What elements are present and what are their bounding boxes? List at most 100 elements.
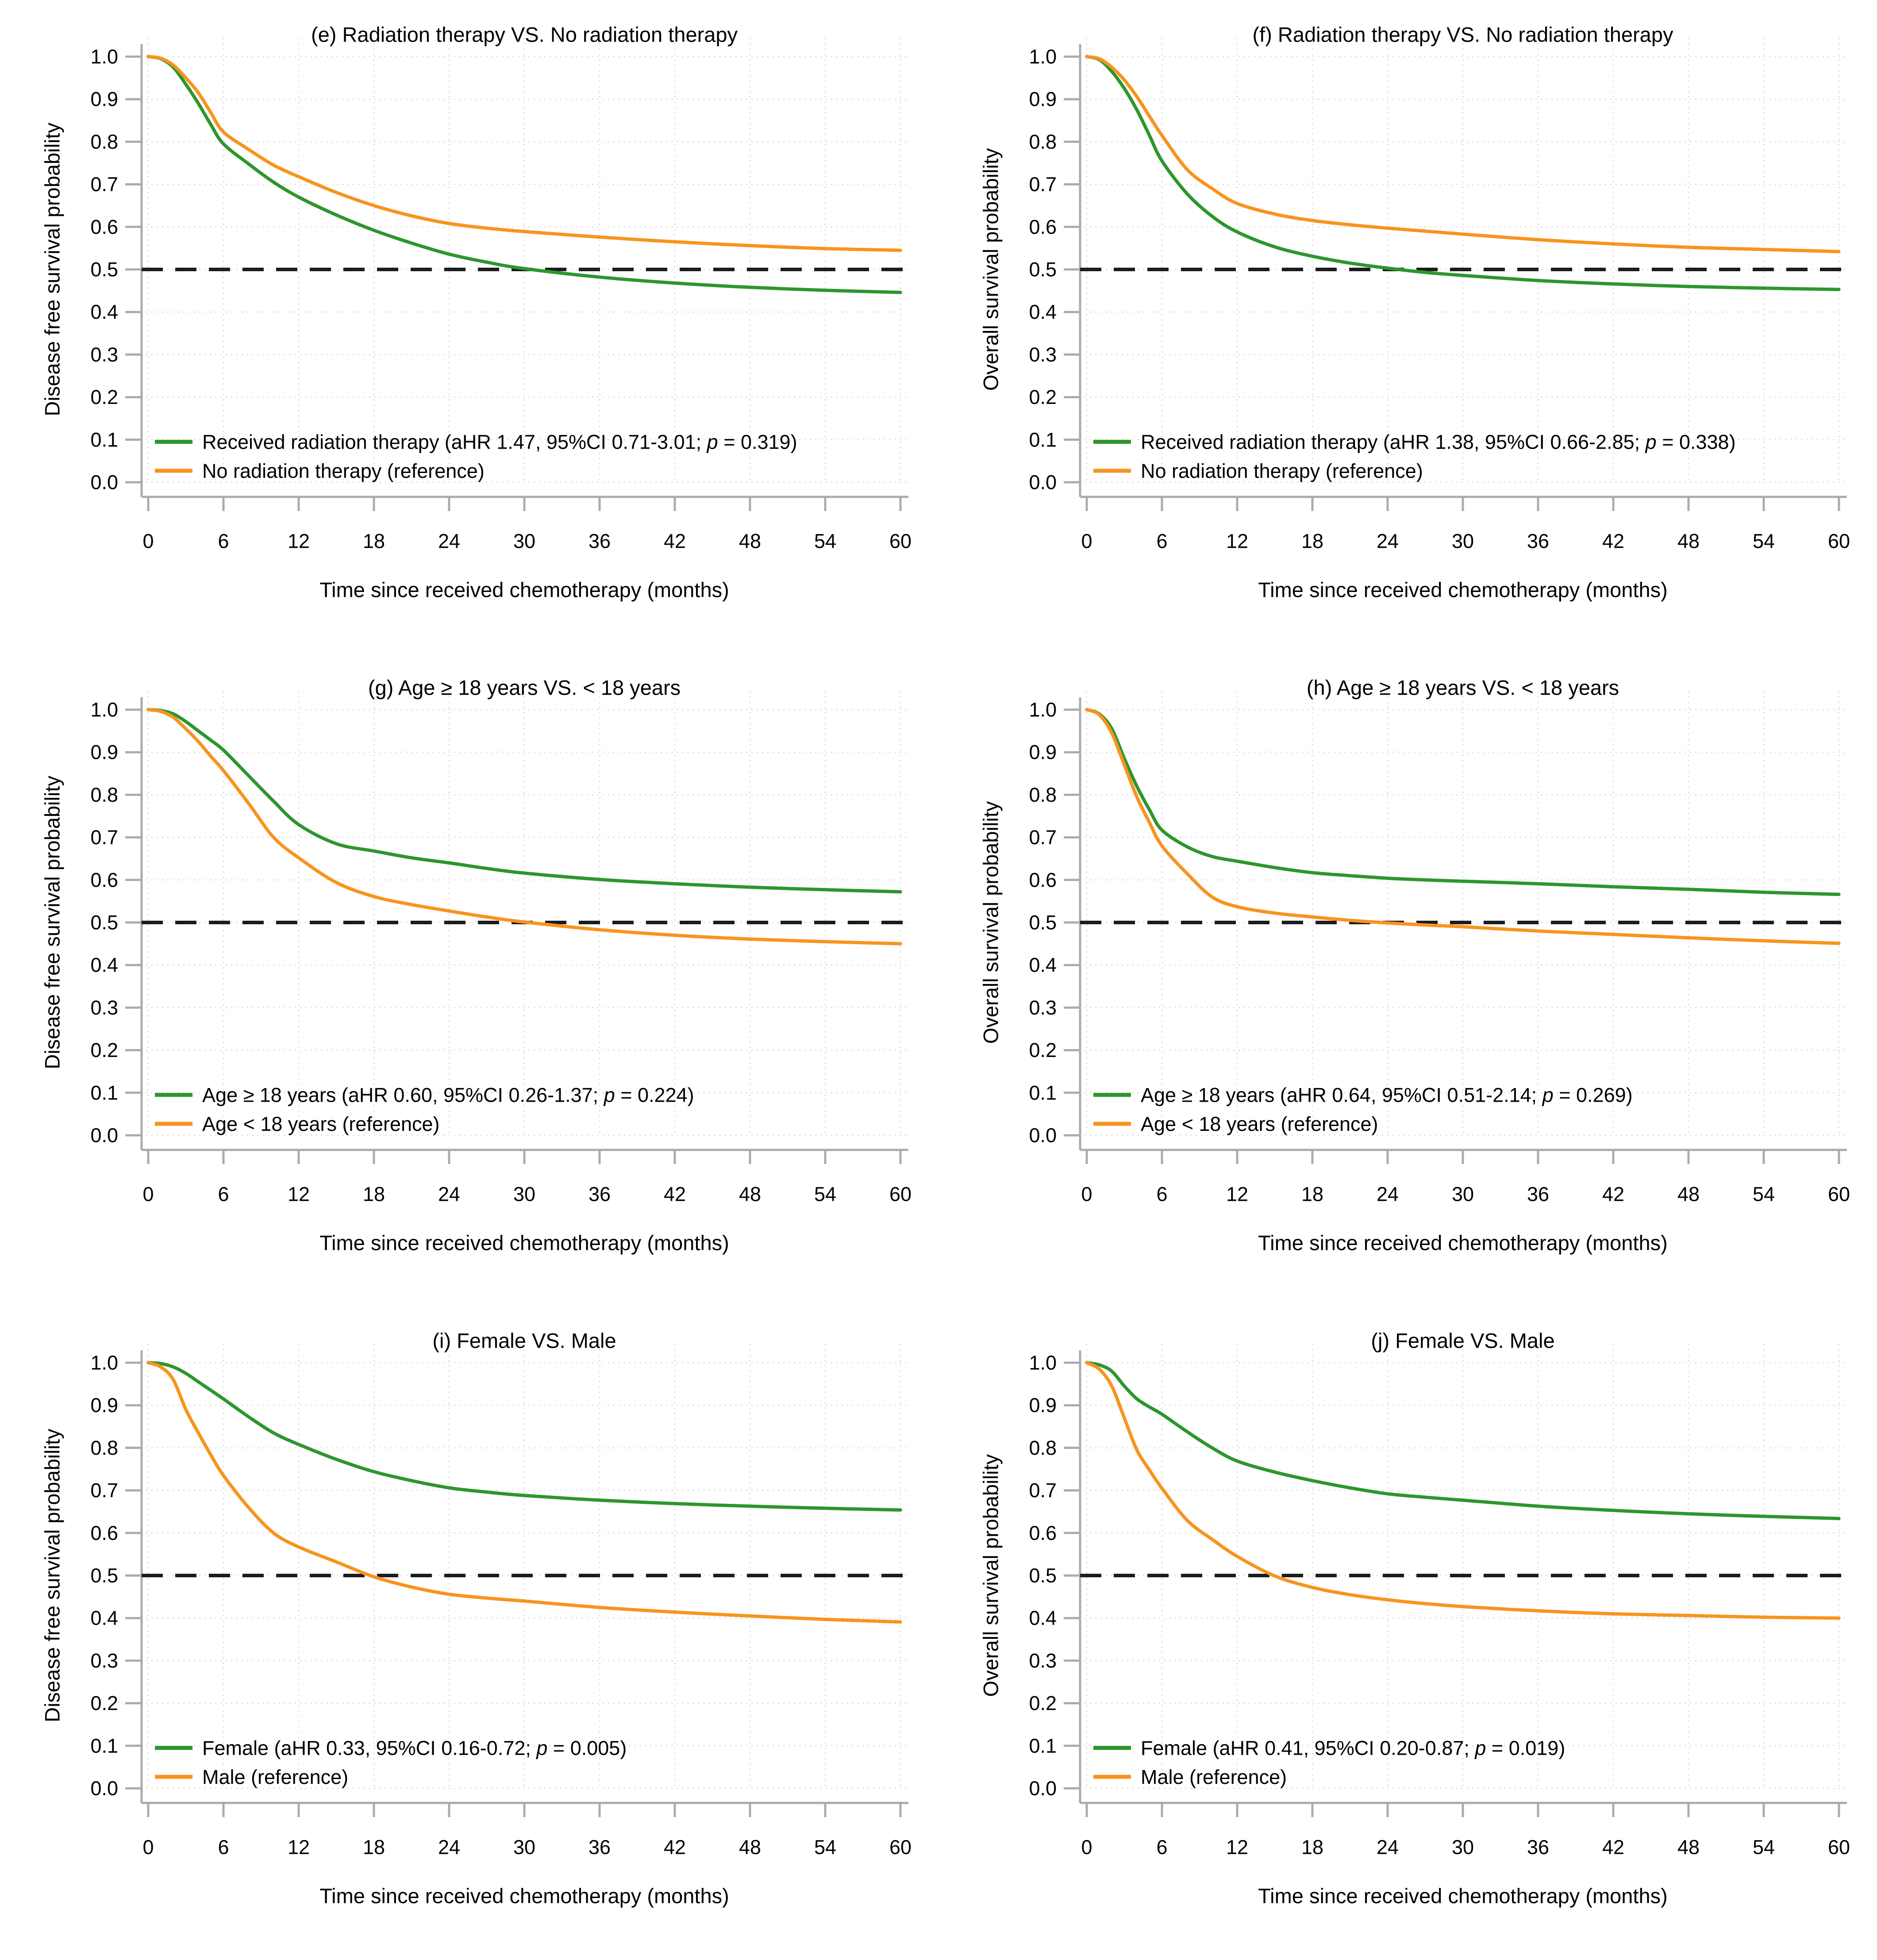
x-tick-label: 0 xyxy=(1081,1836,1092,1859)
y-tick-label: 0.9 xyxy=(90,1394,118,1417)
x-tick-label: 12 xyxy=(288,530,310,553)
x-tick-label: 60 xyxy=(1828,1836,1850,1859)
y-tick-label: 0.3 xyxy=(90,343,118,366)
x-tick-label: 12 xyxy=(1226,530,1248,553)
x-tick-label: 60 xyxy=(1828,1183,1850,1206)
y-tick-label: 1.0 xyxy=(1029,46,1057,68)
y-tick-label: 0.4 xyxy=(90,954,118,976)
y-axis-title: Disease free survival probability xyxy=(41,1429,64,1722)
x-tick-label: 30 xyxy=(513,530,535,553)
curve-orange-h xyxy=(1085,708,1841,945)
legend-text: Age ≥ 18 years (aHR 0.60, 95%CI 0.26-1.3… xyxy=(202,1084,604,1106)
x-tick-label: 18 xyxy=(363,1183,385,1206)
curve-green-f xyxy=(1085,55,1841,291)
chart-panel-e: 0.0 0.1 0.2 0.3 0.4 0.5 0.6 0.7 0.8 0.9 1.0 0 6 12 18 2… xyxy=(0,0,938,653)
curve-orange-g xyxy=(146,708,902,945)
chart-svg-i: 0.0 0.1 0.2 0.3 0.4 0.5 0.6 0.7 0.8 0.9 1.0 0 6 12 18 2… xyxy=(41,1329,913,1908)
x-axis-title: Time since received chemotherapy (months… xyxy=(319,578,729,602)
y-tick-label: 0.5 xyxy=(90,1564,118,1587)
chart-title: (j) Female VS. Male xyxy=(1371,1329,1554,1353)
x-axis-title: Time since received chemotherapy (months… xyxy=(1258,578,1668,602)
y-tick-label: 0.2 xyxy=(90,386,118,408)
x-tick-label: 36 xyxy=(588,530,611,553)
gridlines xyxy=(1085,691,1847,1136)
y-axis-title: Overall survival probability xyxy=(979,148,1003,391)
y-tick-label: 0.1 xyxy=(1029,428,1057,451)
y-tick-label: 0.7 xyxy=(1029,173,1057,196)
chart-svg-h: 0.0 0.1 0.2 0.3 0.4 0.5 0.6 0.7 0.8 0.9 1.0 0 6 12 18 2… xyxy=(979,676,1851,1255)
y-tick-label: 0.8 xyxy=(1029,784,1057,806)
x-axis-title: Time since received chemotherapy (months… xyxy=(319,1231,729,1255)
y-tick-label: 0.2 xyxy=(90,1692,118,1714)
gridlines xyxy=(1085,1344,1847,1789)
legend-label: Age ≥ 18 years (aHR 0.60, 95%CI 0.26-1.3… xyxy=(202,1084,694,1106)
y-tick-label: 0.7 xyxy=(90,826,118,849)
curve-green-j xyxy=(1085,1361,1841,1520)
x-tick-label: 24 xyxy=(1377,530,1399,553)
chart-title: (f) Radiation therapy VS. No radiation t… xyxy=(1253,23,1673,46)
x-tick-label: 30 xyxy=(513,1183,535,1206)
curve-orange-e xyxy=(146,55,902,252)
x-tick-label: 0 xyxy=(142,1836,154,1859)
x-tick-label: 42 xyxy=(664,530,686,553)
y-tick-label: 0.0 xyxy=(1029,1124,1057,1147)
y-tick-label: 0.0 xyxy=(1029,1777,1057,1800)
legend: Age ≥ 18 years (aHR 0.60, 95%CI 0.26-1.3… xyxy=(155,1084,694,1135)
y-tick-labels: 0.0 0.1 0.2 0.3 0.4 0.5 0.6 0.7 0.8 0.9 1.0 xyxy=(90,1352,118,1800)
y-axis-title: Overall survival probability xyxy=(979,1454,1003,1697)
y-tick-label: 0.4 xyxy=(1029,954,1057,976)
legend-text: Male (reference) xyxy=(1141,1766,1287,1788)
x-tick-label: 60 xyxy=(889,530,912,553)
curve-orange-i xyxy=(146,1361,902,1624)
y-tick-label: 0.5 xyxy=(1029,1564,1057,1587)
y-tick-label: 0.4 xyxy=(1029,1607,1057,1629)
y-tick-label: 0.6 xyxy=(1029,215,1057,238)
legend-text: Age < 18 years (reference) xyxy=(1141,1113,1378,1135)
y-tick-labels: 0.0 0.1 0.2 0.3 0.4 0.5 0.6 0.7 0.8 0.9 1.0 xyxy=(90,699,118,1147)
y-tick-label: 0.4 xyxy=(90,301,118,323)
legend-text: = 0.319) xyxy=(718,430,797,453)
legend: Age ≥ 18 years (aHR 0.64, 95%CI 0.51-2.1… xyxy=(1093,1084,1633,1135)
legend-label: Received radiation therapy (aHR 1.47, 95… xyxy=(202,430,797,453)
legend-text: Male (reference) xyxy=(202,1766,348,1788)
legend-label: Female (aHR 0.41, 95%CI 0.20-0.87; p = 0… xyxy=(1141,1737,1565,1759)
legend-label: Male (reference) xyxy=(1141,1766,1287,1788)
chart-svg-e: 0.0 0.1 0.2 0.3 0.4 0.5 0.6 0.7 0.8 0.9 1.0 0 6 12 18 2… xyxy=(41,23,913,602)
legend-p-symbol: p xyxy=(1645,430,1657,453)
x-tick-label: 54 xyxy=(1753,530,1775,553)
chart-title: (i) Female VS. Male xyxy=(432,1329,616,1353)
legend-text: Received radiation therapy (aHR 1.38, 95… xyxy=(1141,430,1646,453)
x-tick-label: 54 xyxy=(814,1183,836,1206)
x-tick-label: 18 xyxy=(1301,1183,1323,1206)
chart-panel-h: 0.0 0.1 0.2 0.3 0.4 0.5 0.6 0.7 0.8 0.9 1.0 0 6 12 18 2… xyxy=(938,653,1877,1306)
legend-label: Female (aHR 0.33, 95%CI 0.16-0.72; p = 0… xyxy=(202,1737,627,1759)
legend-p-symbol: p xyxy=(1474,1737,1486,1759)
chart-title: (h) Age ≥ 18 years VS. < 18 years xyxy=(1307,676,1619,699)
x-tick-label: 54 xyxy=(814,530,836,553)
x-tick-label: 48 xyxy=(1677,1183,1700,1206)
chart-panel-g: 0.0 0.1 0.2 0.3 0.4 0.5 0.6 0.7 0.8 0.9 1.0 0 6 12 18 2… xyxy=(0,653,938,1306)
chart-panel-j: 0.0 0.1 0.2 0.3 0.4 0.5 0.6 0.7 0.8 0.9 1.0 0 6 12 18 2… xyxy=(938,1306,1877,1959)
x-tick-label: 42 xyxy=(1602,1836,1624,1859)
legend-p-symbol: p xyxy=(535,1737,547,1759)
y-tick-labels: 0.0 0.1 0.2 0.3 0.4 0.5 0.6 0.7 0.8 0.9 1.0 xyxy=(90,46,118,494)
legend-p-symbol: p xyxy=(603,1084,615,1106)
legend-text: = 0.005) xyxy=(547,1737,627,1759)
x-tick-label: 18 xyxy=(363,1836,385,1859)
x-tick-label: 6 xyxy=(218,1836,229,1859)
y-tick-label: 0.3 xyxy=(1029,996,1057,1019)
x-tick-label: 18 xyxy=(1301,1836,1323,1859)
y-tick-label: 0.1 xyxy=(90,1734,118,1757)
legend-text: Age < 18 years (reference) xyxy=(202,1113,440,1135)
y-tick-label: 0.1 xyxy=(90,428,118,451)
y-tick-label: 0.1 xyxy=(90,1081,118,1104)
x-tick-label: 18 xyxy=(363,530,385,553)
chart-panel-f: 0.0 0.1 0.2 0.3 0.4 0.5 0.6 0.7 0.8 0.9 1.0 0 6 12 18 2… xyxy=(938,0,1877,653)
y-tick-label: 1.0 xyxy=(1029,699,1057,721)
legend-label: Age < 18 years (reference) xyxy=(1141,1113,1378,1135)
x-tick-label: 18 xyxy=(1301,530,1323,553)
y-axis-title: Overall survival probability xyxy=(979,801,1003,1044)
x-tick-labels: 0 6 12 18 24 30 36 42 48 54 60 xyxy=(1081,530,1850,553)
y-tick-label: 0.8 xyxy=(1029,1437,1057,1459)
